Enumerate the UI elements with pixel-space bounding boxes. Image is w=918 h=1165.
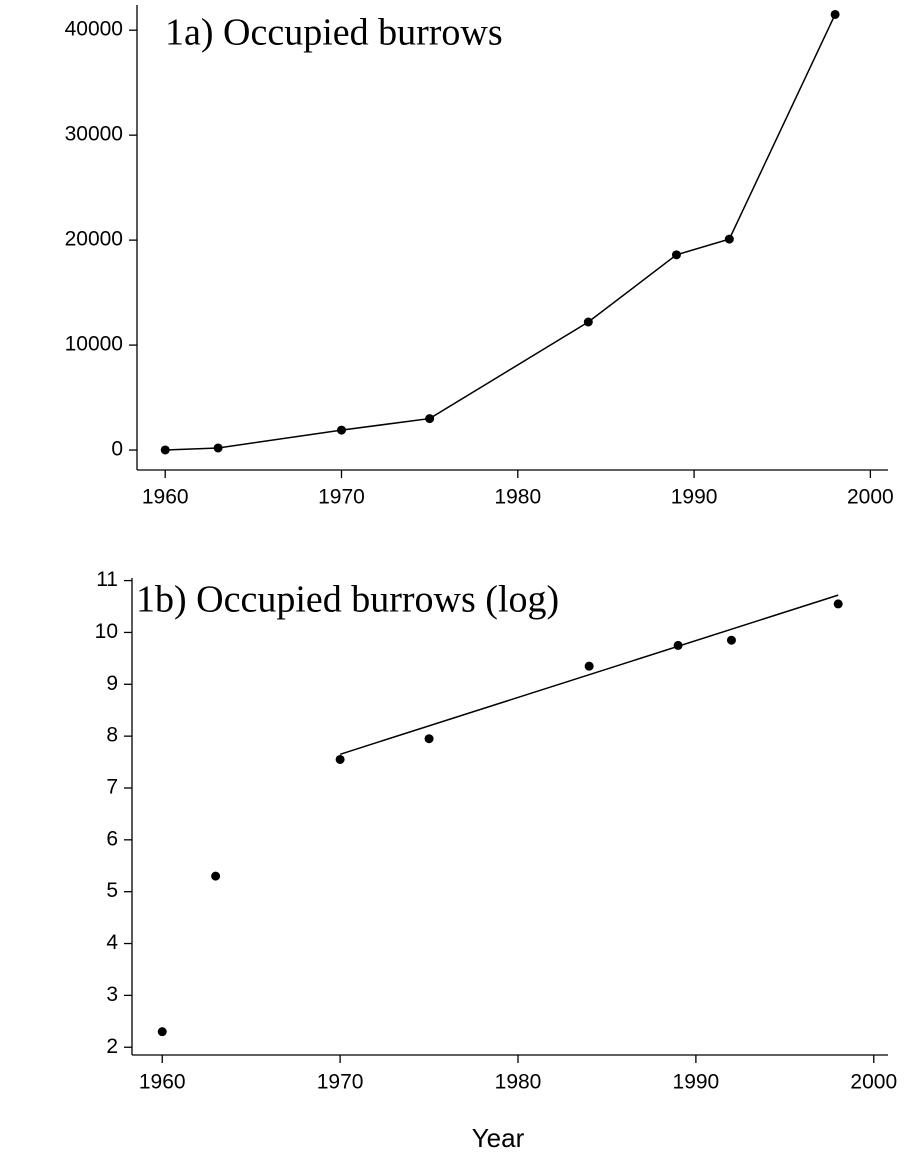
y-tick-label: 7 bbox=[106, 776, 118, 799]
point bbox=[335, 754, 345, 764]
y-tick-label: 10 bbox=[95, 620, 118, 643]
point bbox=[673, 640, 683, 650]
y-tick-label: 2 bbox=[106, 1035, 118, 1058]
x-tick-label: 1990 bbox=[671, 486, 718, 509]
point bbox=[724, 234, 734, 244]
point bbox=[833, 599, 843, 609]
x-tick-label: 1960 bbox=[142, 486, 189, 509]
x-tick-label: 1980 bbox=[495, 1071, 542, 1094]
point bbox=[336, 425, 346, 435]
point bbox=[157, 1027, 167, 1037]
point bbox=[160, 445, 170, 455]
x-tick-label: 2000 bbox=[847, 486, 894, 509]
point bbox=[213, 443, 223, 453]
y-tick-label: 30000 bbox=[65, 123, 123, 146]
chart-title: 1b) Occupied burrows (log) bbox=[136, 579, 559, 621]
y-tick-label: 40000 bbox=[65, 18, 123, 41]
x-tick-label: 1970 bbox=[318, 486, 365, 509]
x-tick-label: 2000 bbox=[850, 1071, 897, 1094]
y-tick-label: 5 bbox=[106, 879, 118, 902]
y-tick-label: 20000 bbox=[65, 228, 123, 251]
line bbox=[165, 14, 836, 451]
y-tick-label: 9 bbox=[106, 672, 118, 695]
x-tick-label: 1980 bbox=[494, 486, 541, 509]
x-tick-label: 1990 bbox=[673, 1071, 720, 1094]
chart-title: 1a) Occupied burrows bbox=[165, 12, 503, 54]
x-tick-label: 1960 bbox=[139, 1071, 186, 1094]
point bbox=[671, 250, 681, 260]
x-axis-label: Year bbox=[472, 1123, 525, 1153]
trend-line bbox=[339, 594, 839, 755]
y-tick-label: 11 bbox=[96, 568, 118, 591]
x-tick-label: 1970 bbox=[317, 1071, 364, 1094]
y-tick-label: 10000 bbox=[65, 333, 123, 356]
y-tick-label: 3 bbox=[106, 983, 118, 1006]
point bbox=[211, 871, 221, 881]
point bbox=[726, 635, 736, 645]
point bbox=[584, 661, 594, 671]
point bbox=[830, 9, 840, 19]
y-tick-label: 0 bbox=[111, 438, 123, 461]
point bbox=[424, 734, 434, 744]
y-tick-label: 6 bbox=[106, 827, 118, 850]
y-tick-label: 8 bbox=[106, 724, 118, 747]
y-tick-label: 4 bbox=[106, 931, 118, 954]
point bbox=[425, 414, 435, 424]
point bbox=[583, 317, 593, 327]
